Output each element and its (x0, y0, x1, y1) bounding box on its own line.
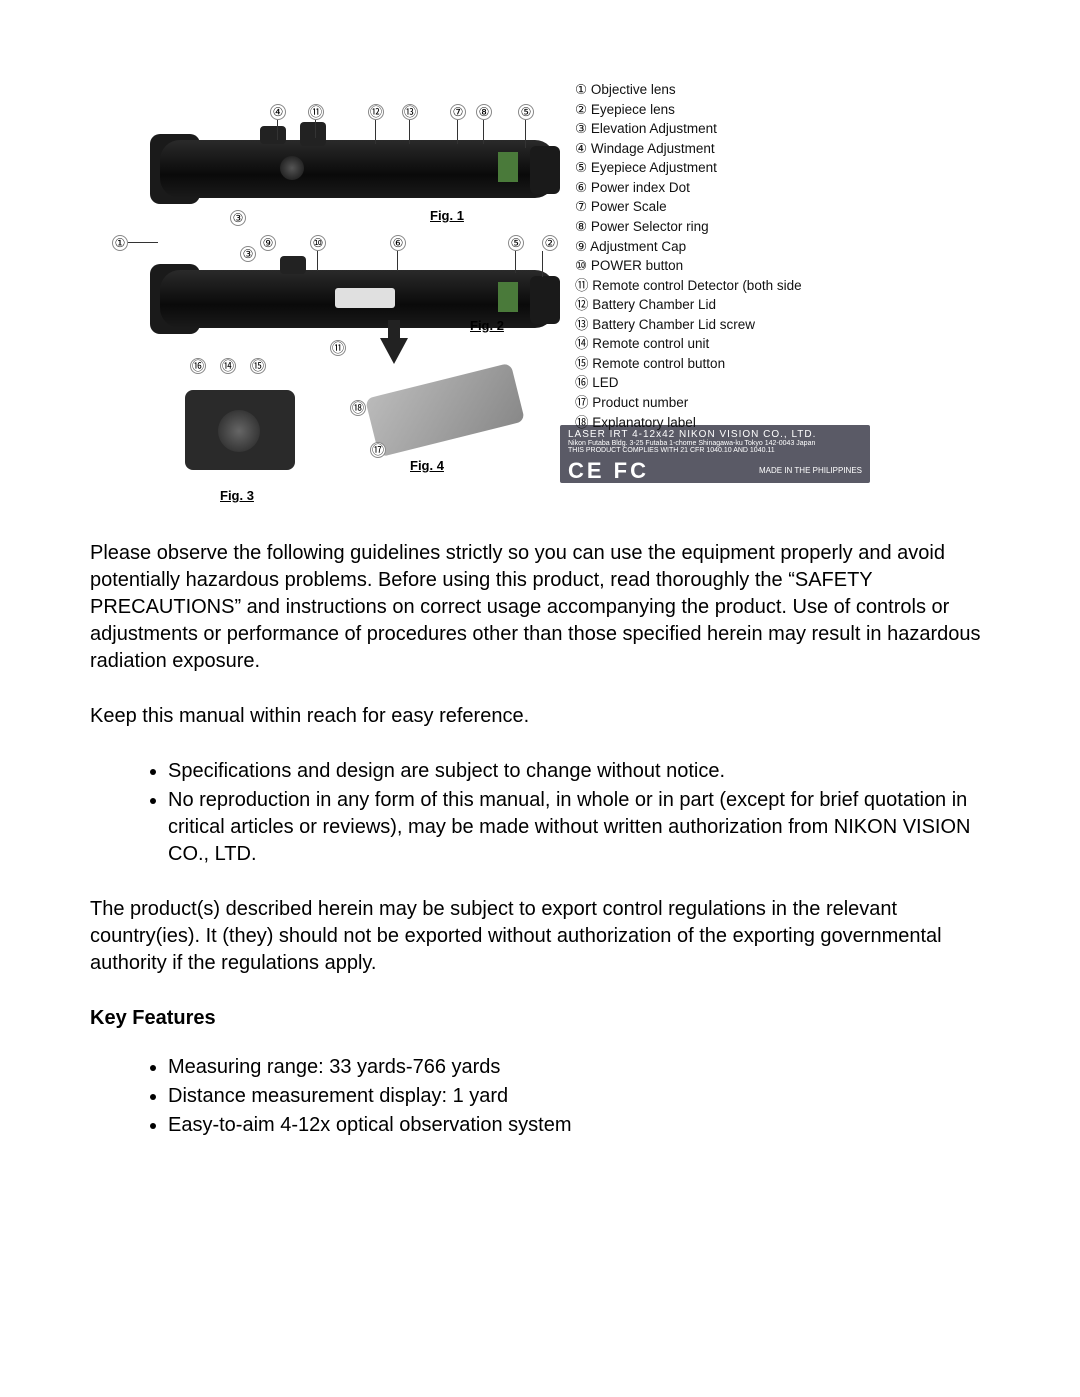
leader (409, 120, 410, 144)
callout-4: ④ (270, 104, 286, 120)
fig1-scope-body (160, 140, 555, 198)
leader (277, 120, 278, 140)
list-item: Measuring range: 33 yards-766 yards (168, 1054, 990, 1081)
callout-11b: ⑪ (330, 340, 346, 356)
callout-1: ① (112, 235, 128, 251)
legend-item: ⑰ Product number (575, 393, 802, 413)
leader (375, 120, 376, 144)
fig4-label: Fig. 4 (410, 458, 444, 473)
leader (525, 120, 526, 148)
callout-12: ⑫ (368, 104, 384, 120)
fig1-knob-b (300, 122, 326, 146)
list-item: Easy-to-aim 4-12x optical observation sy… (168, 1112, 990, 1139)
callout-6: ⑥ (390, 235, 406, 251)
callout-14: ⑭ (220, 358, 236, 374)
callout-13: ⑬ (402, 104, 418, 120)
fig1-label: Fig. 1 (430, 208, 464, 223)
parts-legend: ① Objective lens ② Eyepiece lens ③ Eleva… (575, 80, 802, 432)
leader (315, 120, 316, 138)
legend-item: ⑯ LED (575, 373, 802, 393)
figure-panel: ④ ⑪ ⑫ ⑬ ⑦ ⑧ ⑤ Fig. 1 ③ ① ③ ⑨ ⑩ ⑥ ⑤ ② Fig… (90, 70, 990, 500)
fig3-label: Fig. 3 (220, 488, 254, 503)
fig1-eyepiece (530, 146, 560, 194)
list-item: Specifications and design are subject to… (168, 758, 990, 785)
legend-item: ⑭ Remote control unit (575, 334, 802, 354)
legend-item: ⑫ Battery Chamber Lid (575, 295, 802, 315)
legend-item: ② Eyepiece lens (575, 100, 802, 120)
fig1-turret (280, 156, 304, 180)
key-features-list: Measuring range: 33 yards-766 yards Dist… (90, 1054, 990, 1139)
fig4-label-image (365, 363, 525, 458)
fig2-green-accent (498, 282, 518, 312)
leader (317, 251, 318, 271)
badge-line2: Nikon Futaba Bldg. 3-25 Futaba 1-chome S… (568, 440, 815, 447)
fig2-knob (280, 256, 306, 274)
legend-item: ⑮ Remote control button (575, 354, 802, 374)
callout-15: ⑮ (250, 358, 266, 374)
legend-item: ⑬ Battery Chamber Lid screw (575, 315, 802, 335)
legend-item: ⑱ Explanatory label (575, 413, 802, 433)
fig2-label-panel (335, 288, 395, 308)
leader (515, 251, 516, 273)
legend-item: ① Objective lens (575, 80, 802, 100)
list-item: No reproduction in any form of this manu… (168, 787, 990, 868)
callout-5: ⑤ (518, 104, 534, 120)
callout-7: ⑦ (450, 104, 466, 120)
legend-item: ⑪ Remote control Detector (both side (575, 276, 802, 296)
fig2-eyepiece (530, 276, 560, 324)
legend-item: ⑦ Power Scale (575, 197, 802, 217)
legend-item: ⑨ Adjustment Cap (575, 237, 802, 257)
callout-10: ⑩ (310, 235, 326, 251)
callout-16: ⑯ (190, 358, 206, 374)
fig3-button (218, 410, 260, 452)
list-item: Distance measurement display: 1 yard (168, 1083, 990, 1110)
badge-ce-fc: CE FC (568, 458, 649, 484)
badge-line3: THIS PRODUCT COMPLIES WITH 21 CFR 1040.1… (568, 447, 775, 454)
callout-3a: ③ (230, 210, 246, 226)
callout-18: ⑱ (350, 400, 366, 416)
legend-item: ⑥ Power index Dot (575, 178, 802, 198)
fig4-label-area (350, 370, 550, 490)
callout-3b: ③ (240, 246, 256, 262)
badge-made: MADE IN THE PHILIPPINES (759, 466, 862, 475)
legend-item: ⑤ Eyepiece Adjustment (575, 158, 802, 178)
paragraph-1: Please observe the following guidelines … (90, 540, 990, 675)
legend-item: ⑧ Power Selector ring (575, 217, 802, 237)
leader (483, 120, 484, 144)
callout-8: ⑧ (476, 104, 492, 120)
notice-bullets: Specifications and design are subject to… (90, 758, 990, 868)
paragraph-3: The product(s) described herein may be s… (90, 896, 990, 977)
key-features-title: Key Features (90, 1005, 990, 1032)
legend-item: ⑩ POWER button (575, 256, 802, 276)
leader (457, 120, 458, 144)
leader (397, 251, 398, 271)
paragraph-2: Keep this manual within reach for easy r… (90, 703, 990, 730)
document-body: Please observe the following guidelines … (90, 540, 990, 1139)
fig2-label: Fig. 2 (470, 318, 504, 333)
legend-item: ④ Windage Adjustment (575, 139, 802, 159)
callout-11: ⑪ (308, 104, 324, 120)
fig1-green-accent (498, 152, 518, 182)
callout-9: ⑨ (260, 235, 276, 251)
callout-5b: ⑤ (508, 235, 524, 251)
callout-17: ⑰ (370, 442, 386, 458)
fig1-knob-a (260, 126, 286, 144)
leader (128, 242, 158, 243)
arrow-down-icon (380, 338, 408, 364)
callout-2: ② (542, 235, 558, 251)
compliance-badge: LASER IRT 4-12x42 NIKON VISION CO., LTD.… (560, 425, 870, 483)
leader (542, 251, 543, 277)
legend-item: ③ Elevation Adjustment (575, 119, 802, 139)
fig3-remote (180, 370, 310, 490)
